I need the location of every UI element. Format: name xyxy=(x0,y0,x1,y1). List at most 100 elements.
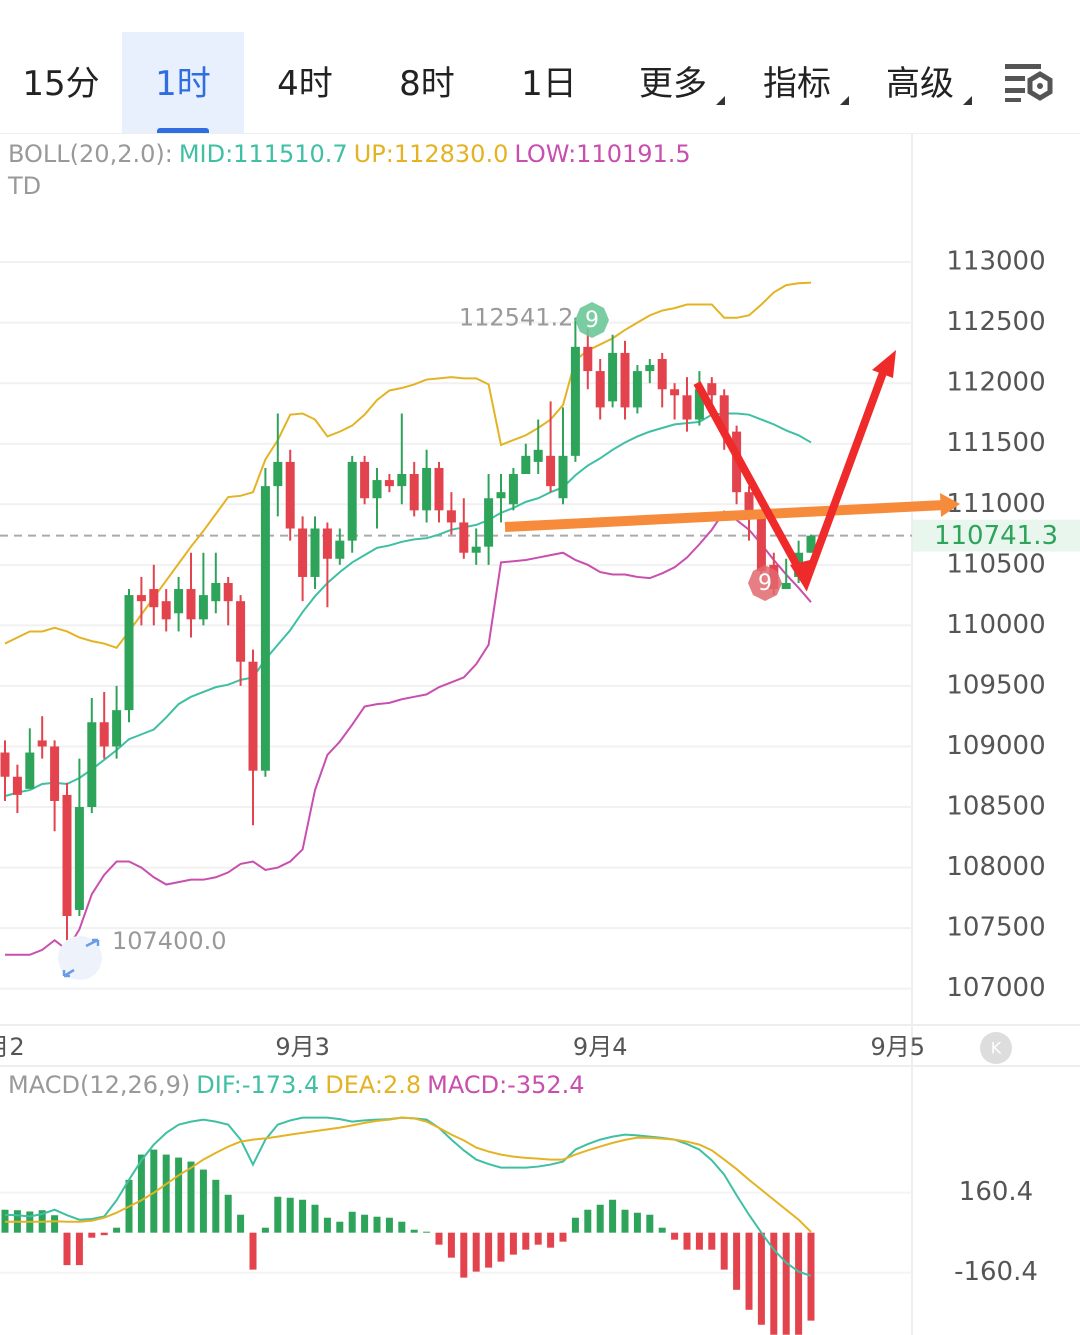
tab[interactable]: 更多 xyxy=(639,64,707,104)
macd-plot xyxy=(0,1116,912,1335)
macd-bar xyxy=(311,1204,319,1233)
candle-body xyxy=(521,455,531,475)
legend-entry: DEA:2.8 xyxy=(325,1071,421,1099)
candle-body xyxy=(285,461,295,529)
macd-bar xyxy=(385,1217,393,1233)
macd-bar xyxy=(534,1232,542,1245)
boll-line xyxy=(4,281,812,649)
macd-bar xyxy=(571,1217,579,1233)
candle-body xyxy=(744,492,754,517)
candle-body xyxy=(471,546,481,553)
tab[interactable]: 8时 xyxy=(399,64,455,104)
candle-body xyxy=(0,752,10,777)
macd-bar xyxy=(299,1199,307,1233)
candle-body xyxy=(608,352,618,402)
y-tick-label: 107500 xyxy=(946,913,1045,943)
tab[interactable]: 1时 xyxy=(122,32,244,133)
settings-icon[interactable] xyxy=(1002,58,1062,118)
macd-bar xyxy=(398,1221,406,1233)
expand-icon[interactable] xyxy=(58,936,102,980)
price-plot xyxy=(0,261,912,990)
candle-body xyxy=(112,710,122,747)
macd-bar xyxy=(633,1212,641,1233)
dropdown-caret xyxy=(716,96,725,105)
macd-bar xyxy=(212,1179,220,1233)
candle-body xyxy=(558,455,568,499)
tab[interactable]: 高级 xyxy=(886,64,954,104)
legend-entry: DIF:-173.4 xyxy=(196,1071,319,1099)
legend-entry: UP:112830.0 xyxy=(354,140,509,168)
y-tick-label: 108500 xyxy=(946,792,1045,822)
candle-body xyxy=(124,595,134,711)
x-tick-label: 9月5 xyxy=(871,1033,926,1061)
macd-bar xyxy=(658,1227,666,1233)
candle-body xyxy=(260,486,270,771)
candle-body xyxy=(632,371,642,408)
macd-bar xyxy=(757,1232,765,1325)
candle-body xyxy=(186,589,196,620)
high-annotation: 112541.2 xyxy=(459,304,574,332)
y-tick-label: 112000 xyxy=(946,368,1045,398)
tab[interactable]: 15分 xyxy=(22,64,100,104)
candle-body xyxy=(335,540,345,559)
y-tick-label: 110000 xyxy=(946,610,1045,640)
macd-bar xyxy=(361,1214,369,1233)
tab[interactable]: 1日 xyxy=(521,64,577,104)
macd-bar xyxy=(683,1232,691,1250)
macd-bar xyxy=(199,1169,207,1233)
candle-body xyxy=(707,383,717,396)
candle-body xyxy=(496,492,506,499)
macd-bar xyxy=(460,1232,468,1278)
candle-body xyxy=(583,346,593,372)
macd-bar xyxy=(373,1216,381,1233)
y-tick-label: 109000 xyxy=(946,731,1045,761)
macd-bar xyxy=(100,1232,108,1236)
macd-line xyxy=(5,1116,812,1233)
macd-bar xyxy=(175,1157,183,1233)
y-tick-label: 111500 xyxy=(946,428,1045,458)
macd-bar xyxy=(447,1232,455,1258)
candle-body xyxy=(74,807,84,910)
macd-bar xyxy=(733,1232,741,1290)
tab[interactable]: 指标 xyxy=(763,64,831,104)
candle-body xyxy=(781,583,791,590)
legend-entry: MACD(12,26,9) xyxy=(8,1071,190,1099)
macd-bar xyxy=(187,1161,195,1233)
legend-entry: BOLL(20,2.0): xyxy=(8,140,173,168)
reset-icon[interactable]: K xyxy=(980,1032,1012,1064)
x-tick-label: 9月3 xyxy=(275,1033,330,1061)
macd-bar xyxy=(720,1232,728,1270)
macd-bar xyxy=(671,1232,679,1240)
candle-body xyxy=(533,449,543,462)
candle-body xyxy=(12,776,22,795)
candle-body xyxy=(595,371,605,408)
macd-bar xyxy=(485,1232,493,1268)
macd-bar xyxy=(708,1232,716,1250)
macd-bar xyxy=(547,1232,555,1248)
candle-body xyxy=(236,601,246,662)
y-tick-label: 111000 xyxy=(946,489,1045,519)
td-marker-label: 9 xyxy=(758,571,772,596)
candle-body xyxy=(248,661,258,771)
boll-line xyxy=(5,510,812,956)
candle-body xyxy=(645,365,655,372)
candle-body xyxy=(161,601,171,620)
candle-body xyxy=(670,389,680,396)
user-drawings xyxy=(504,350,960,592)
macd-bar xyxy=(695,1232,703,1250)
macd-bar xyxy=(770,1232,778,1335)
tab[interactable]: 4时 xyxy=(277,64,333,104)
candle-body xyxy=(372,480,382,499)
candle-body xyxy=(459,522,469,553)
dropdown-caret xyxy=(840,96,849,105)
macd-bar xyxy=(51,1215,59,1233)
last-price-tag xyxy=(913,519,1080,552)
indicator-sub-label: TD xyxy=(7,172,41,200)
macd-bar xyxy=(559,1232,567,1242)
candle-body xyxy=(570,346,580,456)
candle-body xyxy=(174,589,184,614)
legend-entry: MID:111510.7 xyxy=(179,140,348,168)
candle-body xyxy=(756,516,766,571)
